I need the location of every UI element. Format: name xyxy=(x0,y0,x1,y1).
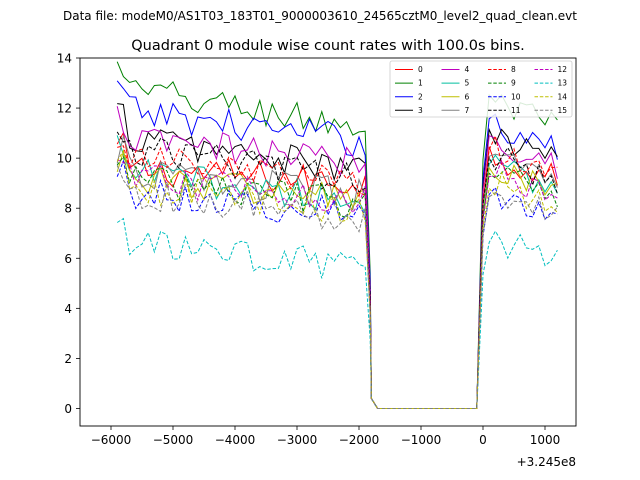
legend-label-10: 10 xyxy=(511,92,521,101)
series-line-1 xyxy=(116,61,558,409)
x-tick-label: −2000 xyxy=(339,433,380,447)
legend-label-11: 11 xyxy=(511,106,521,115)
legend-label-0: 0 xyxy=(418,65,423,74)
legend-label-13: 13 xyxy=(558,79,568,88)
y-tick-label: 12 xyxy=(57,102,72,116)
legend-label-5: 5 xyxy=(465,79,470,88)
x-tick-label: −6000 xyxy=(91,433,132,447)
axes-frame xyxy=(79,57,577,427)
series-line-14 xyxy=(116,149,558,409)
series-line-11 xyxy=(116,131,558,409)
x-axis: −6000 −5000 −4000 −3000 −2000 −1000 0 1000 xyxy=(91,426,561,447)
legend-box xyxy=(389,60,573,118)
legend-label-4: 4 xyxy=(465,65,470,74)
legend-label-1: 1 xyxy=(418,79,423,88)
series-line-2 xyxy=(116,80,558,409)
y-tick-label: 6 xyxy=(64,252,72,266)
y-tick-label: 10 xyxy=(57,152,72,166)
chart-title: Quadrant 0 module wise count rates with … xyxy=(131,38,525,54)
legend-label-14: 14 xyxy=(558,92,568,101)
legend-label-15: 15 xyxy=(558,106,568,115)
legend-label-7: 7 xyxy=(465,106,470,115)
legend-label-12: 12 xyxy=(558,65,568,74)
x-tick-label: 0 xyxy=(479,433,487,447)
x-tick-label: −4000 xyxy=(215,433,256,447)
legend-label-9: 9 xyxy=(511,79,516,88)
x-axis-offset-label: +3.245e8 xyxy=(517,455,576,469)
figure-suptitle: Data file: modeM0/AS1T03_183T01_90000036… xyxy=(63,9,577,23)
x-tick-label: −1000 xyxy=(401,433,442,447)
x-tick-label: −3000 xyxy=(277,433,318,447)
y-tick-label: 4 xyxy=(64,302,72,316)
y-tick-label: 0 xyxy=(64,402,72,416)
series-layer xyxy=(116,61,558,409)
legend-label-8: 8 xyxy=(511,65,516,74)
series-line-13 xyxy=(116,217,558,409)
series-line-10 xyxy=(116,159,558,409)
legend-label-3: 3 xyxy=(418,106,423,115)
y-axis: 0 2 4 6 8 10 12 14 xyxy=(57,52,80,416)
y-tick-label: 2 xyxy=(64,352,72,366)
y-tick-label: 8 xyxy=(64,202,72,216)
series-line-15 xyxy=(116,165,558,409)
x-tick-label: 1000 xyxy=(530,433,561,447)
y-tick-label: 14 xyxy=(57,52,72,66)
legend-label-6: 6 xyxy=(465,92,470,101)
legend-label-2: 2 xyxy=(418,92,423,101)
series-line-8 xyxy=(117,134,558,409)
x-tick-label: −5000 xyxy=(153,433,194,447)
series-line-12 xyxy=(116,159,558,409)
